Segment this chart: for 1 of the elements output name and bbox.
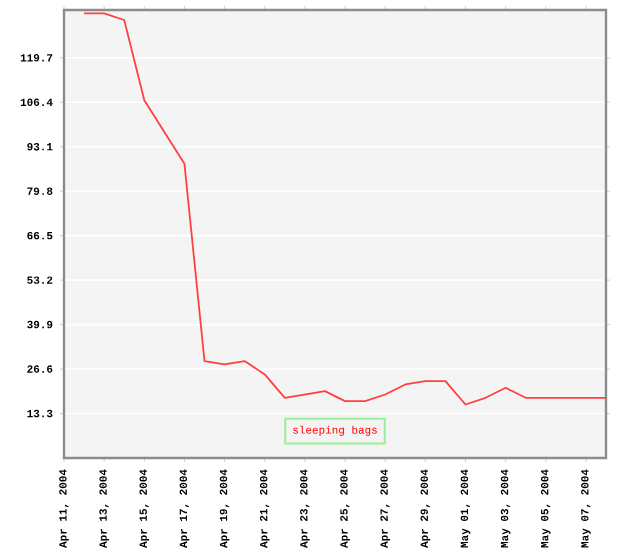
line-series: [83, 12, 606, 406]
